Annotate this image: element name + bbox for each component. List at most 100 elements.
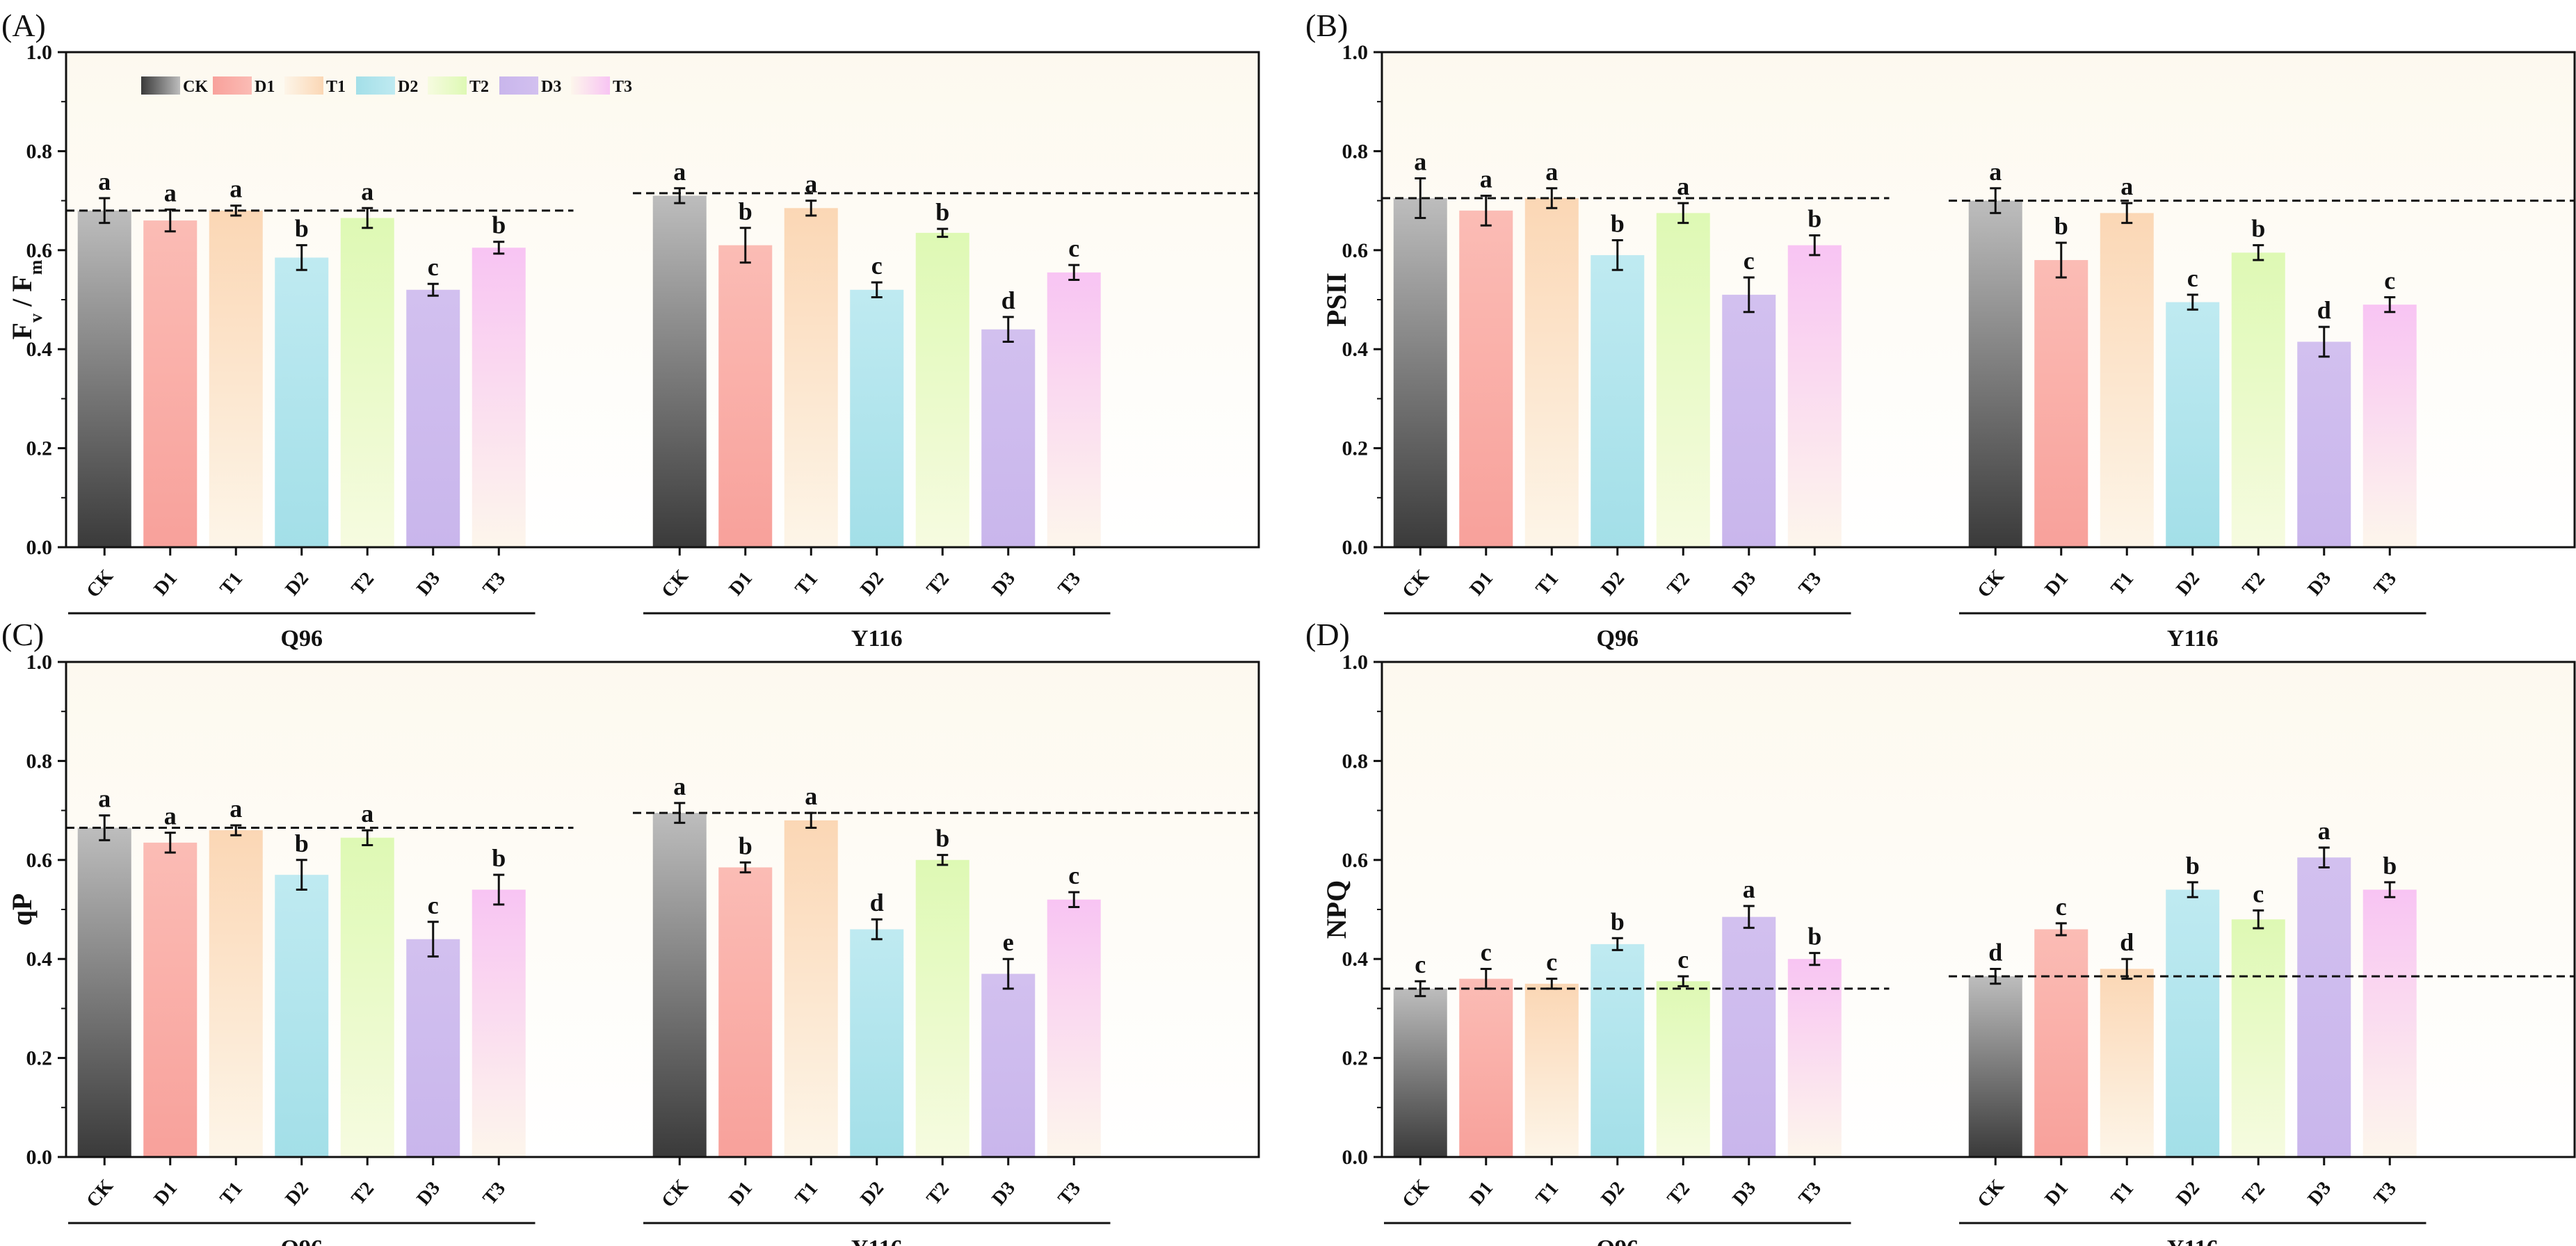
legend-label: D2: [398, 78, 418, 96]
significance-letter: a: [805, 782, 817, 810]
legend-label: T2: [469, 78, 489, 96]
significance-letter: d: [1001, 286, 1015, 314]
x-tick-label: D3: [412, 1177, 444, 1209]
significance-letter: c: [2253, 880, 2264, 907]
bar-d1: [2034, 260, 2088, 547]
chart-panel-c: (C) 0.0 0.2 0.4 0.6 0.8 1.0 qP a CK a D1 a T1 b D2 a T2 c D…: [1, 617, 1260, 1246]
bar-t3: [1047, 272, 1101, 547]
significance-letter: a: [805, 170, 817, 198]
bar-d2: [275, 257, 329, 547]
legend-label: D3: [541, 78, 561, 96]
x-tick-label: T2: [922, 568, 953, 599]
y-axis-label-subscript: v: [26, 314, 46, 323]
x-tick-label: D3: [1728, 1177, 1760, 1209]
y-tick-label: 0.6: [1342, 239, 1369, 262]
significance-letter: a: [1545, 158, 1558, 186]
bar-d2: [2166, 889, 2220, 1157]
x-tick-label: T2: [347, 1178, 378, 1209]
bar-t2: [1656, 981, 1710, 1157]
x-tick-label: T3: [478, 568, 510, 599]
significance-letter: b: [1808, 204, 1821, 232]
legend-label: D1: [255, 78, 275, 96]
bar-d3: [1722, 916, 1776, 1157]
y-tick-label: 0.4: [26, 948, 53, 971]
bar-t1: [1524, 198, 1579, 547]
y-tick-label: 1.0: [26, 41, 53, 64]
y-tick-label: 0.4: [1342, 948, 1369, 971]
panel-label: (A): [1, 8, 46, 43]
y-tick-label: 0.8: [26, 750, 53, 772]
bar-t1: [784, 820, 838, 1157]
significance-letter: c: [1068, 234, 1079, 262]
x-tick-label: T3: [2369, 1178, 2401, 1209]
significance-letter: d: [2120, 928, 2134, 956]
x-tick-label: D3: [2303, 1177, 2335, 1209]
significance-letter: b: [2186, 852, 2200, 880]
x-tick-label: T1: [216, 568, 247, 599]
significance-letter: d: [2317, 296, 2331, 324]
x-tick-label: D1: [150, 1177, 182, 1209]
bar-d2: [850, 289, 904, 547]
x-tick-label: D2: [856, 1177, 888, 1209]
x-tick-label: D1: [1465, 567, 1497, 599]
legend-label: T1: [326, 78, 346, 96]
significance-letter: c: [1481, 938, 1492, 966]
y-tick-label: 0.2: [26, 1047, 53, 1070]
bar-t2: [1656, 213, 1710, 547]
y-tick-label: 0.6: [26, 849, 53, 872]
bar-d1: [143, 220, 198, 547]
y-tick-label: 0.4: [1342, 338, 1369, 361]
significance-letter: c: [1415, 950, 1426, 978]
bar-t1: [784, 208, 838, 547]
bar-d1: [2034, 929, 2088, 1157]
y-axis-label-part: / F: [6, 275, 38, 314]
x-tick-label: T2: [2238, 568, 2269, 599]
bar-t1: [1524, 983, 1579, 1157]
significance-letter: c: [2056, 893, 2067, 921]
significance-letter: b: [2383, 852, 2397, 880]
bar-d3: [2297, 341, 2351, 547]
bar-d2: [275, 875, 329, 1157]
y-tick-label: 1.0: [1342, 41, 1369, 64]
y-tick-label: 0.2: [1342, 1047, 1369, 1070]
bar-d1: [1459, 210, 1513, 547]
y-tick-label: 0.8: [1342, 140, 1369, 163]
x-tick-label: D1: [2040, 567, 2072, 599]
group-label: Q96: [281, 1236, 323, 1246]
significance-letter: c: [871, 252, 883, 280]
significance-letter: a: [2318, 817, 2331, 845]
x-tick-label: D3: [412, 567, 444, 599]
bar-d3: [981, 329, 1036, 547]
significance-letter: a: [1414, 148, 1426, 176]
significance-letter: b: [1808, 923, 1821, 950]
significance-letter: b: [935, 198, 949, 226]
bar-t3: [1787, 959, 1842, 1157]
significance-letter: c: [2187, 264, 2198, 292]
group-label: Y116: [2167, 1236, 2219, 1246]
x-tick-label: D2: [2172, 567, 2204, 599]
x-tick-label: T2: [1663, 568, 1694, 599]
group-label: Q96: [281, 626, 323, 652]
group-label: Y116: [2167, 626, 2219, 652]
y-tick-label: 1.0: [26, 651, 53, 674]
legend-label: T3: [613, 78, 632, 96]
significance-letter: b: [1611, 907, 1625, 935]
x-tick-label: T3: [478, 1178, 510, 1209]
chart-panel-b: (B) 0.0 0.2 0.4 0.6 0.8 1.0 PSII a CK a D1 a T1 b D2 a T2…: [1305, 8, 2576, 652]
significance-letter: a: [98, 785, 111, 813]
bar-d3: [1722, 294, 1776, 547]
significance-letter: b: [935, 825, 949, 852]
significance-letter: e: [1003, 928, 1014, 956]
bar-t2: [340, 837, 394, 1157]
bar-t2: [915, 859, 969, 1157]
bar-d2: [850, 929, 904, 1157]
x-tick-label: D1: [725, 567, 757, 599]
y-axis-label-subscript: m: [26, 259, 46, 275]
y-tick-label: 0.0: [26, 1146, 53, 1169]
significance-letter: c: [428, 891, 439, 919]
x-tick-label: T1: [2107, 568, 2138, 599]
x-tick-label: D1: [1465, 1177, 1497, 1209]
y-tick-label: 0.4: [26, 338, 53, 361]
bar-d1: [718, 867, 773, 1157]
